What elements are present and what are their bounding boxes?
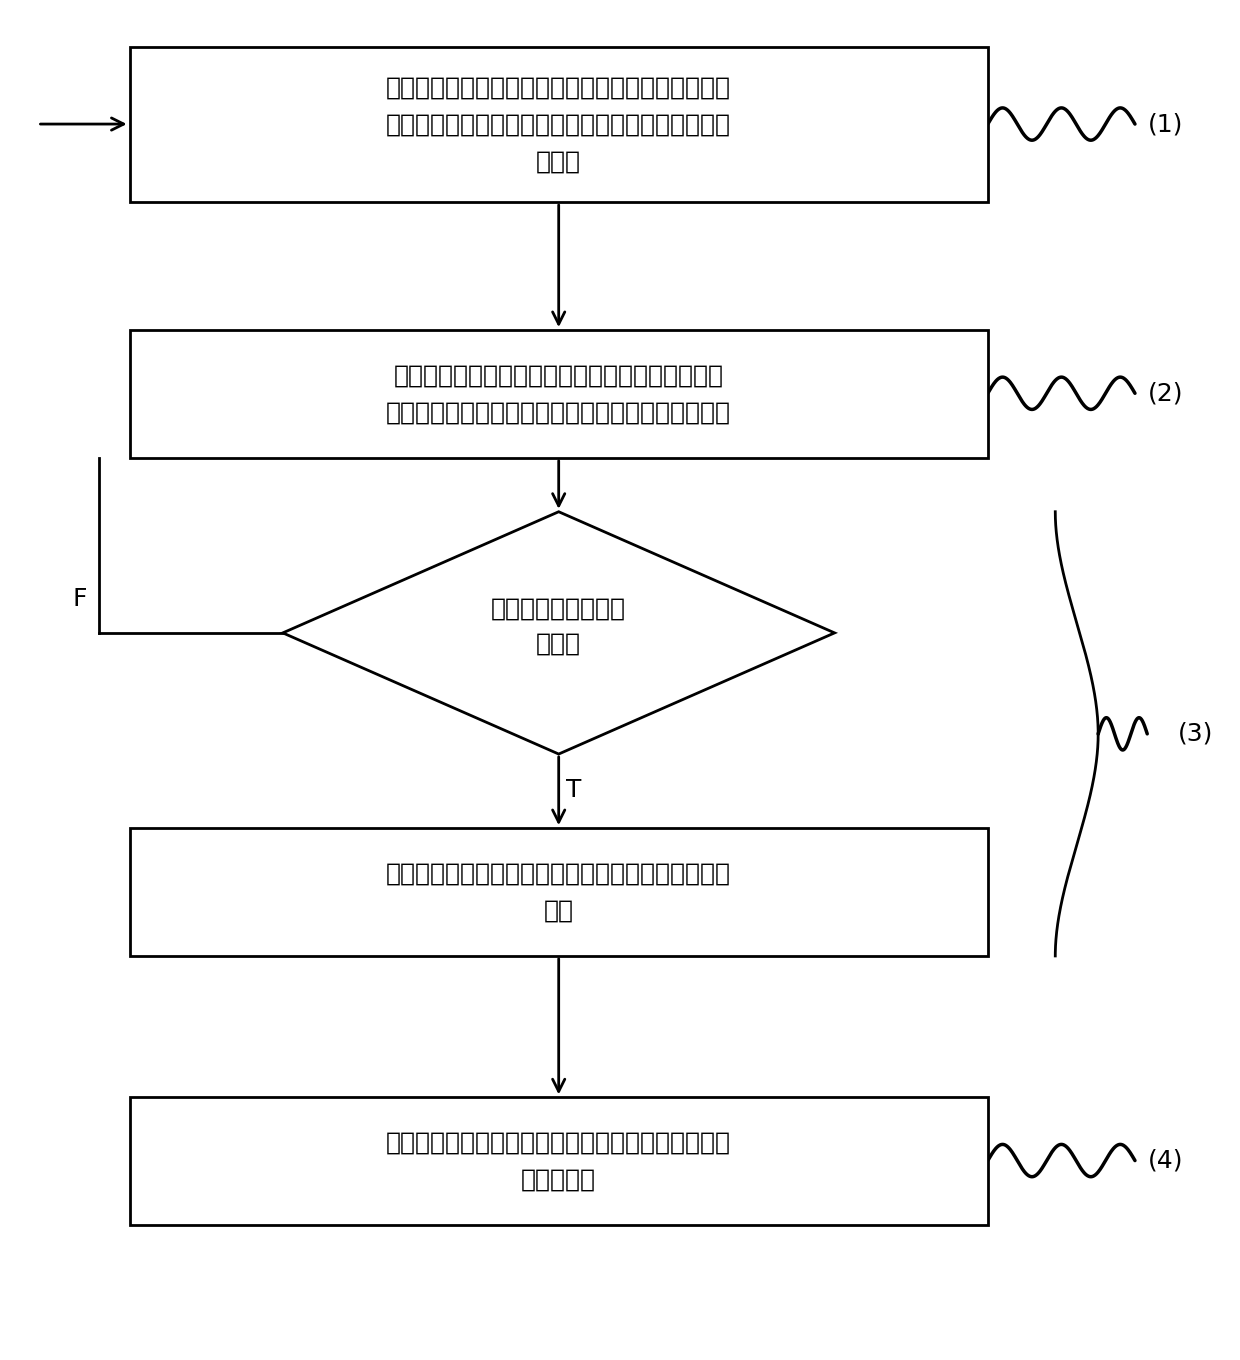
Text: 对盛放晶体材料的坩埚进行加热，使其以一定升温速
率恒速升温至目标温度，所述目标温度高于晶体材料
的熔点: 对盛放晶体材料的坩埚进行加热，使其以一定升温速 率恒速升温至目标温度，所述目标温…	[386, 75, 732, 174]
Polygon shape	[283, 511, 835, 753]
Text: (1): (1)	[1148, 112, 1183, 136]
FancyBboxPatch shape	[129, 1098, 988, 1225]
Text: T: T	[565, 778, 582, 802]
Text: 获取升温过程中的坩埚温度随时间变化所形成的曲
线，选取曲线中斜率最大的点对应的温度为下晶温度: 获取升温过程中的坩埚温度随时间变化所形成的曲 线，选取曲线中斜率最大的点对应的温…	[386, 363, 732, 424]
Text: (3): (3)	[1178, 722, 1213, 745]
FancyBboxPatch shape	[129, 330, 988, 458]
Text: 使坩埚温度降低至下晶温度，并恒定于下晶温度，进
行下晶操作: 使坩埚温度降低至下晶温度，并恒定于下晶温度，进 行下晶操作	[386, 1130, 732, 1191]
FancyBboxPatch shape	[129, 828, 988, 956]
Text: 坩埚温度是否达到目
标温度: 坩埚温度是否达到目 标温度	[491, 597, 626, 656]
Text: (2): (2)	[1148, 381, 1183, 405]
Text: 保持坩埚恒定于目标温度，使晶体材料熔体组分混合
均匀: 保持坩埚恒定于目标温度，使晶体材料熔体组分混合 均匀	[386, 861, 732, 922]
Text: F: F	[72, 588, 87, 611]
FancyBboxPatch shape	[129, 48, 988, 203]
Text: (4): (4)	[1148, 1149, 1183, 1172]
